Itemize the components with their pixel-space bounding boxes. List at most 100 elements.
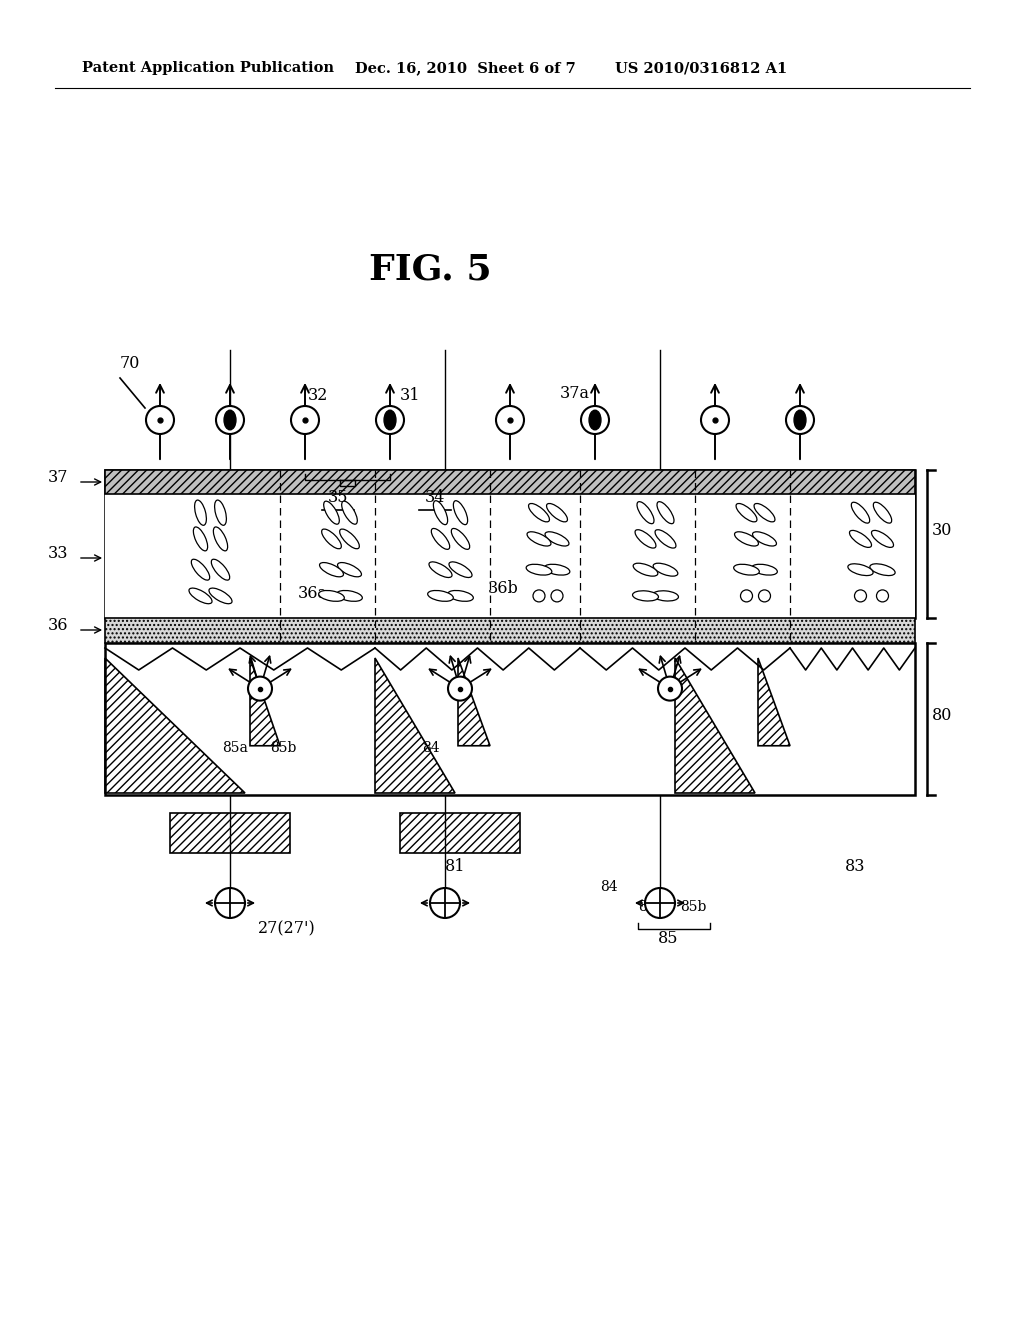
Bar xyxy=(105,494,915,618)
Ellipse shape xyxy=(527,532,551,546)
Ellipse shape xyxy=(248,677,272,701)
Ellipse shape xyxy=(340,529,359,549)
Bar xyxy=(105,470,915,494)
Ellipse shape xyxy=(433,500,447,524)
Ellipse shape xyxy=(589,411,601,430)
Ellipse shape xyxy=(752,564,777,576)
Ellipse shape xyxy=(431,528,450,549)
Text: 85: 85 xyxy=(658,931,679,946)
Text: 84: 84 xyxy=(422,741,439,755)
Ellipse shape xyxy=(216,407,244,434)
Text: Dec. 16, 2010  Sheet 6 of 7: Dec. 16, 2010 Sheet 6 of 7 xyxy=(355,61,575,75)
Ellipse shape xyxy=(429,562,452,577)
Ellipse shape xyxy=(850,531,871,548)
Ellipse shape xyxy=(786,407,814,434)
Ellipse shape xyxy=(428,590,454,602)
Text: 83: 83 xyxy=(845,858,865,875)
Ellipse shape xyxy=(322,529,341,549)
Ellipse shape xyxy=(753,532,776,546)
Ellipse shape xyxy=(794,411,806,430)
Ellipse shape xyxy=(551,590,563,602)
Ellipse shape xyxy=(637,502,654,524)
Text: US 2010/0316812 A1: US 2010/0316812 A1 xyxy=(615,61,787,75)
Ellipse shape xyxy=(291,407,319,434)
Ellipse shape xyxy=(215,888,245,917)
Text: 85b: 85b xyxy=(680,900,707,913)
Ellipse shape xyxy=(528,503,550,521)
Ellipse shape xyxy=(430,888,460,917)
Ellipse shape xyxy=(652,591,679,601)
Text: FIG. 5: FIG. 5 xyxy=(369,253,492,286)
Ellipse shape xyxy=(338,562,361,577)
Ellipse shape xyxy=(384,411,396,430)
Ellipse shape xyxy=(342,502,357,524)
Ellipse shape xyxy=(734,532,759,546)
Text: 36a: 36a xyxy=(298,585,328,602)
Text: 36b: 36b xyxy=(488,579,519,597)
Ellipse shape xyxy=(736,503,757,521)
Ellipse shape xyxy=(877,590,889,602)
Ellipse shape xyxy=(871,531,894,548)
Bar xyxy=(105,618,915,643)
Text: 31: 31 xyxy=(400,387,421,404)
Ellipse shape xyxy=(146,407,174,434)
Bar xyxy=(105,470,915,618)
Text: 85a: 85a xyxy=(638,900,664,913)
Ellipse shape xyxy=(534,590,545,602)
Ellipse shape xyxy=(447,590,473,602)
Text: 81: 81 xyxy=(445,858,466,875)
Ellipse shape xyxy=(376,407,404,434)
Ellipse shape xyxy=(195,500,207,525)
Ellipse shape xyxy=(873,502,892,523)
Ellipse shape xyxy=(869,564,895,576)
Ellipse shape xyxy=(657,502,674,524)
Ellipse shape xyxy=(211,560,229,581)
Ellipse shape xyxy=(449,562,472,577)
Ellipse shape xyxy=(848,564,873,576)
Ellipse shape xyxy=(581,407,609,434)
Text: 37a: 37a xyxy=(560,385,590,403)
Ellipse shape xyxy=(496,407,524,434)
Ellipse shape xyxy=(449,677,472,701)
Text: 33: 33 xyxy=(47,545,68,562)
Text: 30: 30 xyxy=(932,521,952,539)
Ellipse shape xyxy=(854,590,866,602)
Text: 32: 32 xyxy=(308,387,329,404)
Ellipse shape xyxy=(191,560,210,581)
Text: 80: 80 xyxy=(932,708,952,723)
Ellipse shape xyxy=(189,589,212,603)
Ellipse shape xyxy=(851,502,869,523)
Ellipse shape xyxy=(655,529,676,548)
Ellipse shape xyxy=(547,503,567,521)
Ellipse shape xyxy=(653,564,678,576)
Ellipse shape xyxy=(733,564,760,576)
Ellipse shape xyxy=(215,500,226,525)
Ellipse shape xyxy=(209,589,232,603)
Ellipse shape xyxy=(545,532,569,546)
Ellipse shape xyxy=(544,564,569,576)
Ellipse shape xyxy=(658,677,682,701)
Text: 36: 36 xyxy=(47,616,68,634)
Text: 34: 34 xyxy=(425,488,445,506)
Ellipse shape xyxy=(213,527,227,550)
Text: 37: 37 xyxy=(47,469,68,486)
Ellipse shape xyxy=(754,503,775,521)
Bar xyxy=(170,813,290,853)
Text: 27(27'): 27(27') xyxy=(258,920,315,937)
Ellipse shape xyxy=(701,407,729,434)
Bar xyxy=(105,643,915,795)
Ellipse shape xyxy=(633,591,658,601)
Ellipse shape xyxy=(740,590,753,602)
Ellipse shape xyxy=(319,562,343,577)
Ellipse shape xyxy=(526,564,552,576)
Text: 85a: 85a xyxy=(222,741,248,755)
Ellipse shape xyxy=(454,500,468,524)
Ellipse shape xyxy=(759,590,770,602)
Text: Patent Application Publication: Patent Application Publication xyxy=(82,61,334,75)
Ellipse shape xyxy=(224,411,236,430)
Ellipse shape xyxy=(633,564,657,576)
Ellipse shape xyxy=(324,502,339,524)
Ellipse shape xyxy=(318,590,344,602)
Bar xyxy=(400,813,520,853)
Ellipse shape xyxy=(452,528,470,549)
